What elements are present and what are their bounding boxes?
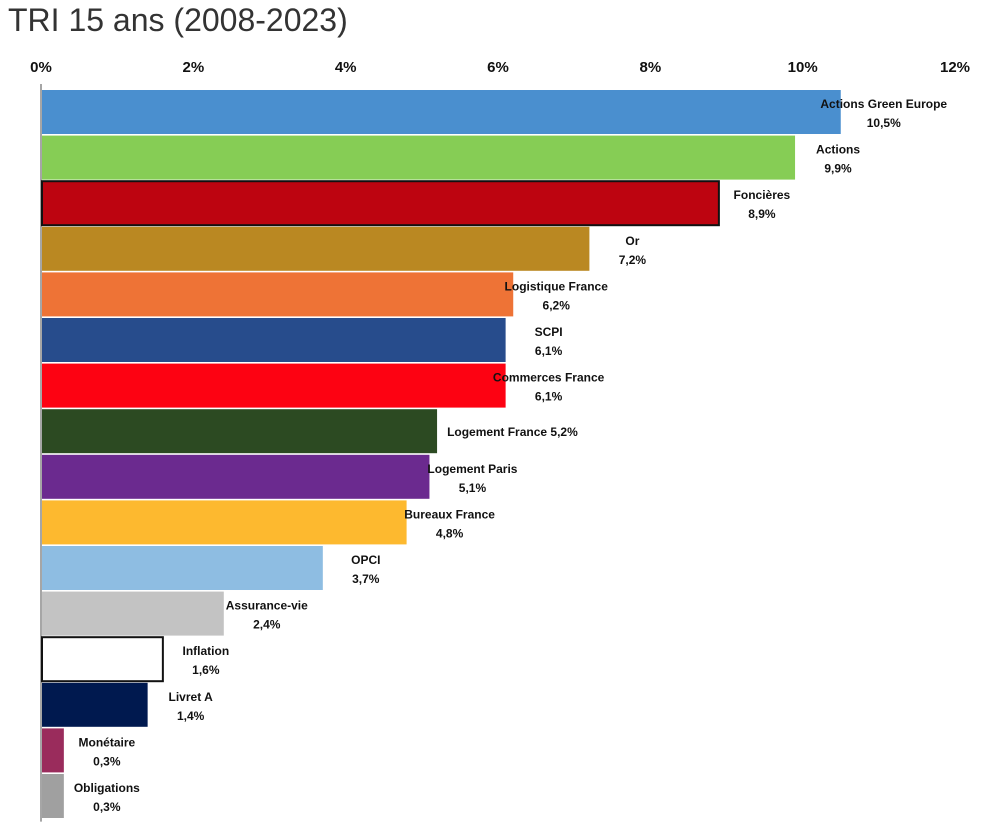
category-label: SCPI [535,325,563,339]
value-label: 6,1% [535,344,563,358]
value-label: 7,2% [619,253,647,267]
value-label: 1,4% [177,709,205,723]
value-label: 0,3% [93,754,121,768]
x-tick-label: 6% [487,59,509,76]
category-label: Actions [816,143,860,157]
value-label: 10,5% [867,116,901,130]
x-tick-label: 0% [30,59,52,76]
bar [42,546,323,590]
category-label: Assurance-vie [226,599,308,613]
category-label: Bureaux France [404,507,495,521]
value-label: 0,3% [93,800,121,814]
category-label: Inflation [183,644,230,658]
bar [42,226,590,271]
bar [41,636,164,683]
bar [42,728,64,773]
value-label: 6,2% [543,298,571,312]
category-label: Logement France 5,2% [447,425,578,439]
value-label: 5,1% [459,481,487,495]
x-tick-label: 2% [182,59,204,76]
value-label: 4,8% [436,526,464,540]
category-label: Monétaire [79,735,136,749]
bar [42,500,407,545]
bar [42,454,430,499]
category-label: Foncières [734,188,791,202]
category-label: Actions Green Europe [820,97,947,111]
value-label: 9,9% [824,162,852,176]
category-label: Logement Paris [427,462,517,476]
bar [42,682,148,727]
x-tick-label: 4% [335,59,357,76]
bar [42,272,514,317]
bar [42,135,796,180]
category-name: Logement France [447,425,550,439]
bar [42,363,506,408]
category-label: OPCI [351,553,380,567]
chart-title: TRI 15 ans (2008-2023) [8,2,348,38]
x-tick-label: 12% [940,59,970,76]
bar [42,90,841,134]
bar [41,180,720,227]
value-label: 3,7% [352,572,380,586]
category-label: Logistique France [505,279,609,293]
value-label: 6,1% [535,390,563,404]
category-label: Obligations [74,781,140,795]
value-label: 5,2% [550,425,578,439]
value-label: 8,9% [748,207,776,221]
bar [42,591,224,636]
x-tick-label: 8% [639,59,661,76]
category-label: Commerces France [493,371,605,385]
bar [42,409,438,454]
category-label: Or [625,234,639,248]
bar [42,318,506,362]
category-label: Livret A [169,690,214,704]
value-label: 1,6% [192,663,220,677]
value-label: 2,4% [253,618,281,632]
x-tick-label: 10% [788,59,818,76]
bar [42,774,64,818]
